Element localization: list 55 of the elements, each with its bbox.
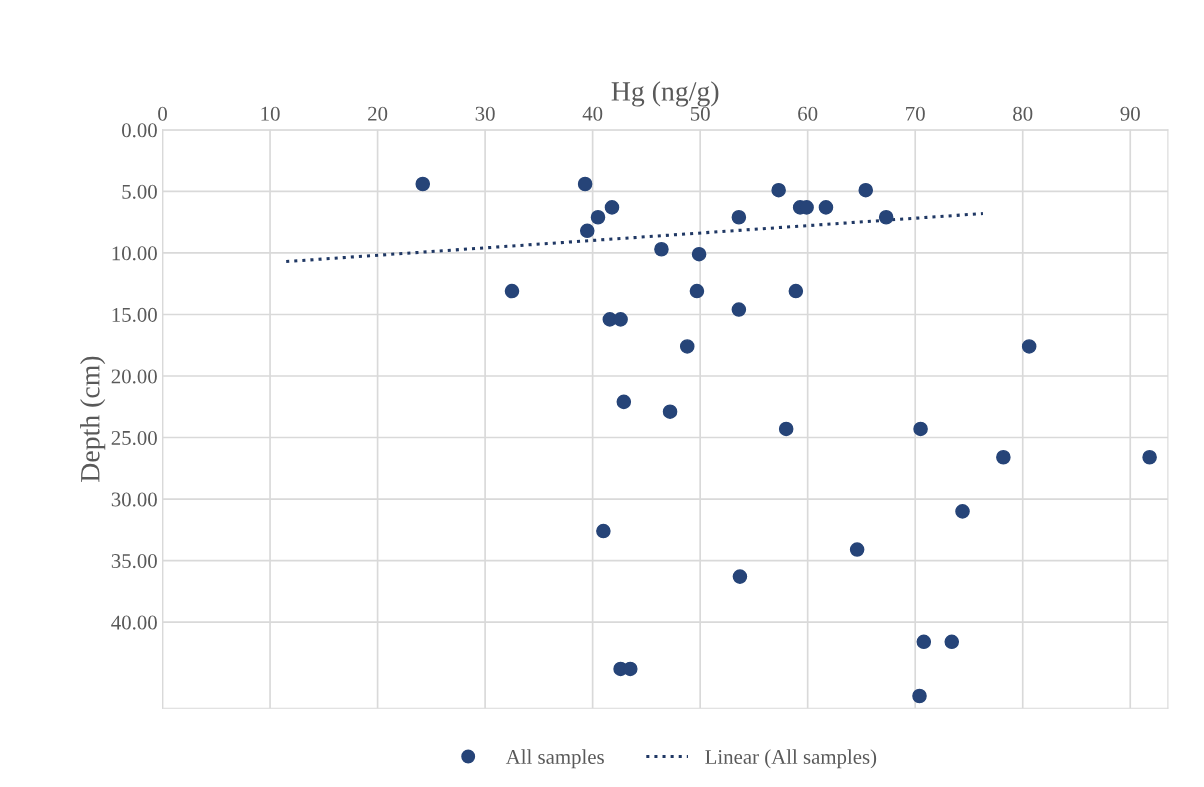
point (731, 209, 747, 225)
x-tick-label: 30 (475, 106, 495, 121)
y-tick-label: 40.00 (111, 615, 157, 630)
point (613, 312, 628, 327)
point (504, 283, 520, 299)
y-tick-label: 15.00 (112, 307, 157, 322)
y-tick-label: 20.00 (111, 369, 157, 384)
y-tick-label: 35.00 (111, 553, 157, 569)
x-tick-label: 0 (158, 106, 167, 121)
point (944, 634, 960, 650)
point (616, 394, 632, 410)
point (579, 223, 595, 239)
y-tick-label: 30.00 (111, 492, 157, 507)
legend-label: Linear (All samples) (705, 749, 877, 769)
point (913, 421, 928, 437)
point (596, 523, 611, 539)
x-tick-label: 40 (582, 106, 603, 121)
x-tick-label: 80 (1013, 106, 1033, 121)
x-tick-label: 50 (690, 106, 710, 121)
point (679, 339, 695, 354)
x-tick-label: 60 (798, 106, 818, 121)
point (590, 209, 606, 225)
point (818, 200, 834, 215)
point (771, 182, 786, 198)
point (916, 634, 932, 650)
point (691, 246, 707, 262)
legend-label: All samples (505, 749, 604, 769)
x-tick-label: 90 (1120, 106, 1140, 121)
x-tick-label: 70 (906, 106, 925, 121)
point (1142, 449, 1157, 465)
y-axis-title: Depth (cm) (80, 356, 106, 482)
x-tick-label: 20 (368, 106, 388, 121)
y-tick-label: 10.00 (112, 246, 157, 261)
point (654, 241, 669, 257)
y-tick-label: 0.00 (122, 123, 157, 138)
point (662, 404, 678, 419)
point (1021, 339, 1037, 354)
point (731, 302, 747, 317)
x-tick-label: 10 (261, 106, 280, 121)
point (955, 504, 970, 519)
point (858, 182, 874, 198)
point (577, 176, 593, 192)
point (996, 449, 1011, 465)
point (778, 421, 794, 437)
point (878, 209, 894, 225)
point (849, 542, 865, 557)
point (788, 283, 804, 299)
point (415, 176, 431, 192)
point (604, 200, 620, 215)
point (912, 688, 927, 704)
point (732, 569, 748, 584)
x-axis-title: Hg (ng/g) (611, 81, 719, 107)
y-tick-label: 5.00 (122, 184, 157, 199)
y-tick-label: 25.00 (111, 430, 157, 446)
point (689, 283, 705, 299)
